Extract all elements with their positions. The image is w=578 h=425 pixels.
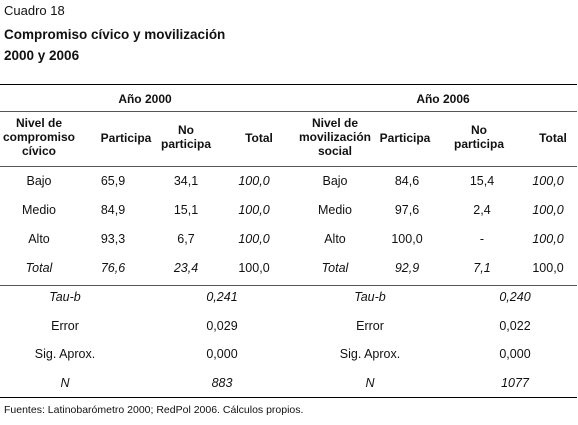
stat-label-n-2006: N [365, 376, 375, 390]
row-label-medio-2000: Medio [21, 203, 57, 217]
table-title-line-2: 2000 y 2006 [4, 48, 80, 63]
cell-participa: 84,6 [394, 174, 420, 188]
stat-value-error-2000: 0,029 [206, 319, 238, 333]
cell-no-participa: 6,7 [177, 232, 195, 246]
stat-value-sig-2000: 0,000 [206, 347, 238, 361]
cell-participa: 84,9 [100, 203, 126, 217]
cell-no-participa: 15,4 [469, 174, 495, 188]
table-title: Compromiso cívico y movilización 2000 y … [4, 24, 225, 66]
column-header-total-2006: Total [539, 131, 567, 145]
year-header-2006: Año 2006 [416, 92, 470, 106]
cell-total: 100,0 [238, 203, 270, 217]
cell-total: 100,0 [238, 232, 270, 246]
stat-label-n-2000: N [60, 376, 70, 390]
top-rule [0, 84, 577, 85]
cell-participa: 76,6 [100, 261, 126, 275]
column-header-no-participa-2006: No participa [453, 123, 504, 151]
column-header-no-participa-2000: No participa [160, 123, 211, 151]
cell-participa: 97,6 [394, 203, 420, 217]
row-label-medio-2006: Medio [317, 203, 353, 217]
table-source-note: Fuentes: Latinobarómetro 2000; RedPol 20… [4, 404, 304, 416]
stat-value-n-2000: 883 [211, 376, 233, 390]
stat-label-error-2000: Error [51, 319, 79, 333]
column-header-nivel-movilizacion: Nivel de movilización social [298, 116, 372, 158]
cell-total: 100,0 [238, 174, 270, 188]
stat-value-error-2006: 0,022 [499, 319, 531, 333]
stats-rule [0, 285, 577, 286]
cell-no-participa: - [479, 232, 485, 246]
table-title-line-1: Compromiso cívico y movilización [4, 27, 226, 42]
year-header-2000: Año 2000 [118, 92, 172, 106]
cell-total: 100,0 [532, 203, 564, 217]
cell-no-participa: 23,4 [173, 261, 199, 275]
column-header-rule [0, 166, 577, 167]
column-header-participa-2000: Participa [100, 131, 152, 145]
bottom-rule [0, 397, 577, 398]
column-header-participa-2006: Participa [379, 131, 431, 145]
cell-no-participa: 7,1 [473, 261, 491, 275]
row-label-bajo-2000: Bajo [26, 174, 52, 188]
row-label-total-2006: Total [321, 261, 349, 275]
stat-label-error-2006: Error [356, 319, 384, 333]
cell-participa: 65,9 [100, 174, 126, 188]
stat-value-tau-b-2000: 0,241 [206, 290, 238, 304]
stat-value-n-2006: 1077 [501, 376, 529, 390]
stat-value-tau-b-2006: 0,240 [499, 290, 531, 304]
table-caption: Cuadro 18 [4, 3, 65, 18]
cell-participa: 100,0 [391, 232, 423, 246]
cell-total: 100,0 [532, 232, 564, 246]
year-header-rule [0, 111, 577, 112]
cell-participa: 93,3 [100, 232, 126, 246]
column-header-nivel-compromiso: Nivel de compromiso cívico [2, 116, 75, 158]
stat-label-sig-2000: Sig. Aprox. [34, 347, 96, 361]
cell-no-participa: 2,4 [473, 203, 491, 217]
stat-label-tau-b-2000: Tau-b [49, 290, 81, 304]
cell-no-participa: 34,1 [173, 174, 199, 188]
row-label-alto-2006: Alto [324, 232, 346, 246]
cell-total: 100,0 [238, 261, 270, 275]
stat-value-sig-2006: 0,000 [499, 347, 531, 361]
stat-label-tau-b-2006: Tau-b [354, 290, 386, 304]
cell-participa: 92,9 [394, 261, 420, 275]
row-label-bajo-2006: Bajo [322, 174, 348, 188]
row-label-total-2000: Total [25, 261, 53, 275]
row-label-alto-2000: Alto [28, 232, 50, 246]
cell-total: 100,0 [532, 174, 564, 188]
cell-total: 100,0 [532, 261, 564, 275]
column-header-total-2000: Total [245, 131, 273, 145]
cell-no-participa: 15,1 [173, 203, 199, 217]
stat-label-sig-2006: Sig. Aprox. [339, 347, 401, 361]
